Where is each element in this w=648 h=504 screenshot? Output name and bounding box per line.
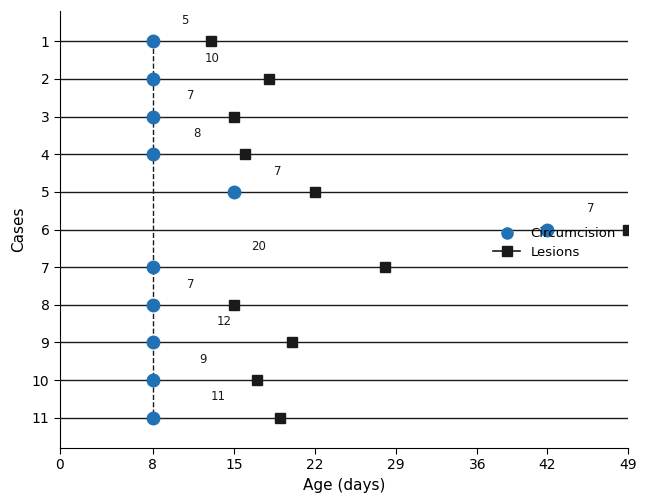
Text: 7: 7 — [187, 278, 195, 290]
Text: 7: 7 — [588, 202, 595, 215]
Legend: Circumcision, Lesions: Circumcision, Lesions — [494, 227, 616, 259]
Text: 7: 7 — [274, 164, 282, 177]
Text: 8: 8 — [193, 127, 201, 140]
Text: 7: 7 — [187, 89, 195, 102]
Text: 11: 11 — [211, 391, 226, 404]
X-axis label: Age (days): Age (days) — [303, 478, 385, 493]
Y-axis label: Cases: Cases — [11, 207, 26, 253]
Text: 10: 10 — [205, 51, 220, 65]
Text: 20: 20 — [251, 240, 266, 253]
Text: 5: 5 — [181, 14, 189, 27]
Text: 9: 9 — [199, 353, 207, 366]
Text: 12: 12 — [216, 315, 231, 328]
